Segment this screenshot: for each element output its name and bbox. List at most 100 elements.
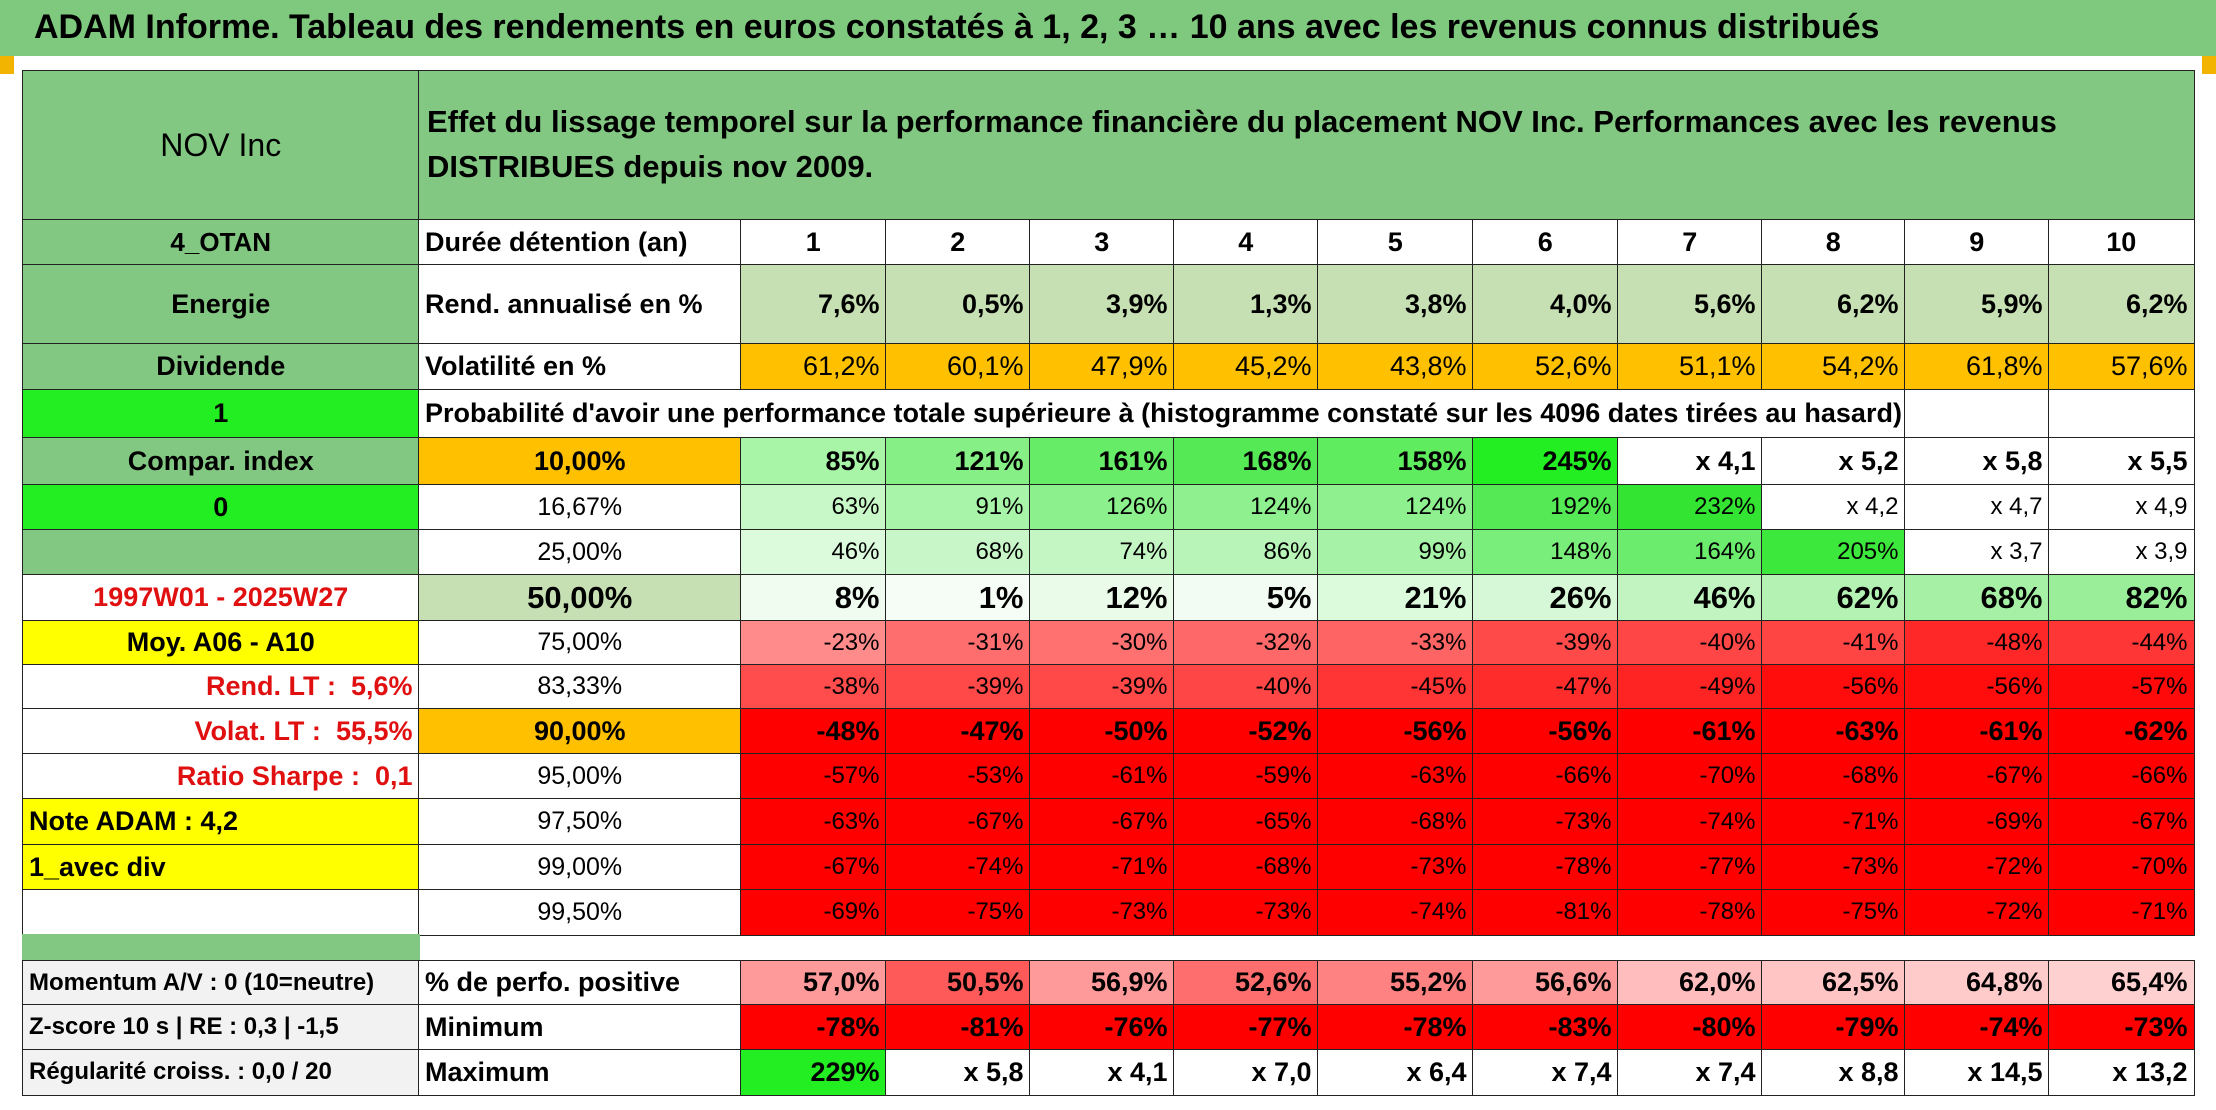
prob-value: -68%: [1317, 798, 1474, 846]
prob-value: -67%: [1029, 798, 1175, 846]
prob-value: -61%: [1904, 708, 2050, 755]
rend-value: 5,9%: [1904, 264, 2050, 345]
rend-lt-value: 5,6%: [350, 671, 413, 702]
prob-value: -50%: [1029, 708, 1175, 755]
prob-value: -61%: [1029, 753, 1175, 800]
prob-value: 91%: [885, 484, 1031, 531]
bottom-value: x 8,8: [1761, 1049, 1906, 1096]
prob-value: -56%: [1472, 708, 1619, 755]
corner-marker: [0, 56, 14, 74]
prob-row-label: 99,50%: [418, 889, 742, 936]
avec-div-label: 1_avec div: [22, 844, 420, 891]
vol-value: 54,2%: [1761, 343, 1906, 391]
bottom-value: x 14,5: [1904, 1049, 2050, 1096]
sharpe-label: Ratio Sharpe :: [176, 760, 360, 791]
prob-value: 124%: [1173, 484, 1319, 531]
prob-title: Probabilité d'avoir une performance tota…: [418, 389, 1906, 439]
prob-value: 86%: [1173, 529, 1319, 576]
prob-value: -71%: [1029, 844, 1175, 891]
prob-row-label: 83,33%: [418, 664, 742, 710]
prob-value: -23%: [740, 620, 887, 666]
bottom-value: 52,6%: [1173, 960, 1319, 1006]
bottom-left-label: Régularité croiss. : 0,0 / 20: [22, 1049, 420, 1096]
vol-value: 43,8%: [1317, 343, 1474, 391]
portfolio-label: 4_OTAN: [22, 219, 420, 266]
prob-value: -78%: [1472, 844, 1619, 891]
prob-value: 12%: [1029, 574, 1175, 622]
bottom-value: 62,0%: [1617, 960, 1763, 1006]
prob-value: 85%: [740, 437, 887, 486]
bottom-value: -76%: [1029, 1004, 1175, 1051]
prob-value: 168%: [1173, 437, 1319, 486]
bottom-value: x 4,1: [1029, 1049, 1175, 1096]
empty-cell: [1904, 389, 2050, 439]
prob-value: x 3,7: [1904, 529, 2050, 576]
prob-row-label: 25,00%: [418, 529, 742, 576]
prob-value: x 3,9: [2048, 529, 2195, 576]
prob-value: 26%: [1472, 574, 1619, 622]
prob-value: 99%: [1317, 529, 1474, 576]
prob-row-label: 75,00%: [418, 620, 742, 666]
sharpe-value: 0,1: [374, 760, 413, 791]
prob-value: -73%: [1317, 844, 1474, 891]
prob-value: -67%: [740, 844, 887, 891]
prob-value: -57%: [2048, 664, 2195, 710]
prob-value: -48%: [1904, 620, 2050, 666]
bottom-value: 65,4%: [2048, 960, 2195, 1006]
year-header: 6: [1472, 219, 1619, 266]
prob-value: -75%: [885, 889, 1031, 936]
prob-value: -70%: [2048, 844, 2195, 891]
prob-value: 148%: [1472, 529, 1619, 576]
prob-value: x 4,1: [1617, 437, 1763, 486]
prob-value: -73%: [1173, 889, 1319, 936]
bottom-value: 229%: [740, 1049, 887, 1096]
prob-value: x 4,9: [2048, 484, 2195, 531]
prob-value: -56%: [1317, 708, 1474, 755]
toggle-0: 0: [22, 484, 420, 531]
rend-value: 3,9%: [1029, 264, 1175, 345]
prob-value: -72%: [1904, 889, 2050, 936]
prob-value: -45%: [1317, 664, 1474, 710]
prob-value: -47%: [1472, 664, 1619, 710]
rend-value: 6,2%: [1761, 264, 1906, 345]
rend-value: 6,2%: [2048, 264, 2195, 345]
prob-value: -38%: [740, 664, 887, 710]
prob-value: -68%: [1761, 753, 1906, 800]
empty-cell: [22, 529, 420, 576]
bottom-value: 56,6%: [1472, 960, 1619, 1006]
prob-value: -63%: [740, 798, 887, 846]
prob-value: -71%: [1761, 798, 1906, 846]
prob-value: x 4,2: [1761, 484, 1906, 531]
bottom-value: 57,0%: [740, 960, 887, 1006]
bottom-value: 50,5%: [885, 960, 1031, 1006]
prob-value: x 5,8: [1904, 437, 2050, 486]
report-title: ADAM Informe. Tableau des rendements en …: [34, 8, 1880, 46]
bottom-value: 56,9%: [1029, 960, 1175, 1006]
company-name: NOV Inc: [22, 70, 420, 221]
note-adam: Note ADAM : 4,2: [22, 798, 420, 846]
prob-value: -66%: [2048, 753, 2195, 800]
prob-value: 46%: [1617, 574, 1763, 622]
prob-value: -49%: [1617, 664, 1763, 710]
prob-value: -63%: [1317, 753, 1474, 800]
spacer-bar: [22, 934, 420, 962]
prob-value: 8%: [740, 574, 887, 622]
prob-value: 121%: [885, 437, 1031, 486]
rend-lt-label: Rend. LT :: [205, 671, 336, 702]
prob-value: -74%: [1617, 798, 1763, 846]
year-header: 5: [1317, 219, 1474, 266]
bottom-value: -78%: [1317, 1004, 1474, 1051]
prob-row-label: 10,00%: [418, 437, 742, 486]
prob-row-label: 16,67%: [418, 484, 742, 531]
prob-value: 68%: [885, 529, 1031, 576]
header-description: Effet du lissage temporel sur la perform…: [418, 70, 2195, 221]
prob-value: -71%: [2048, 889, 2195, 936]
compar-index-label: Compar. index: [22, 437, 420, 486]
vol-label: Volatilité en %: [418, 343, 742, 391]
prob-value: -62%: [2048, 708, 2195, 755]
corner-marker: [2202, 56, 2216, 74]
prob-value: 245%: [1472, 437, 1619, 486]
prob-value: 124%: [1317, 484, 1474, 531]
bottom-left-label: Momentum A/V : 0 (10=neutre): [22, 960, 420, 1006]
year-header: 2: [885, 219, 1031, 266]
